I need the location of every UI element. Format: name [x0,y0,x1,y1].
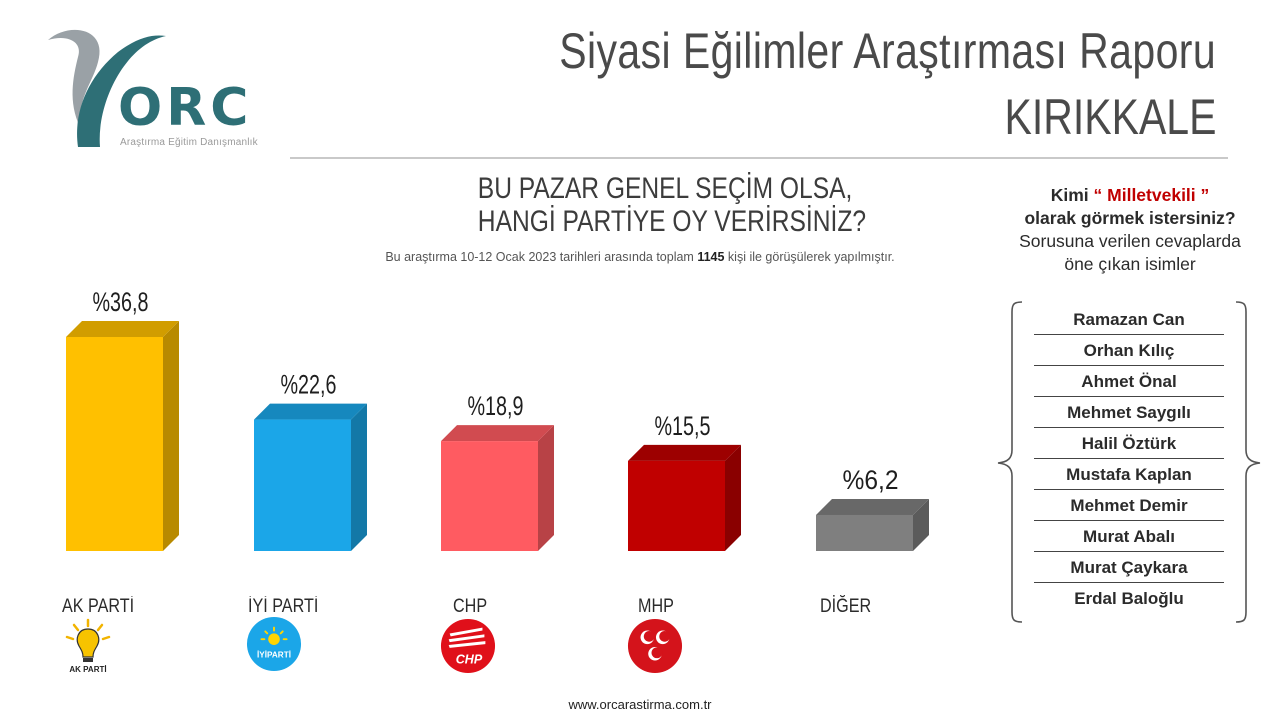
bar-side [163,321,179,551]
value-label-ak-parti: %36,8 [93,287,149,317]
bar-top [628,444,741,461]
bar-front [254,419,351,551]
footer-url[interactable]: www.orcarastirma.com.tr [568,697,712,712]
mp-question-milletvekili: “ Milletvekili ” [1093,185,1210,205]
party-label-diger: DİĞER [820,596,872,617]
bar-iyi-parti [254,403,367,551]
question-line-1: BU PAZAR GENEL SEÇİM OLSA, [477,172,853,205]
mp-names-list: Ramazan Can Orhan Kılıç Ahmet Önal Mehme… [1034,304,1224,614]
bar-top [66,321,179,337]
mp-question-line-3: Sorusuna verilen cevaplarda [1019,231,1241,251]
bar-top [254,403,367,420]
party-vote-chart: %36,8 %22,6 %18,9 %15,5 %6,2 [66,287,929,551]
bar-mhp [628,444,741,551]
value-label-mhp: %15,5 [655,411,711,441]
value-label-chp: %18,9 [468,391,524,421]
bar-ak-parti [66,321,179,551]
mp-name: Murat Çaykara [1034,552,1224,583]
bar-top [816,498,929,515]
orc-logo [48,29,166,147]
question-line-2: HANGİ PARTİYE OY VERİRSİNİZ? [477,205,867,238]
party-label-ak-parti: AK PARTİ [62,596,135,617]
mp-question-line-2: olarak görmek istersiniz? [1024,208,1236,228]
ak-parti-bulb-icon: AK PARTİ [65,618,111,673]
mp-question-line-4: öne çıkan isimler [1064,254,1196,274]
header-divider [290,157,1228,159]
mp-question-kimi: Kimi [1050,185,1089,205]
chp-six-arrows-icon: CHP [440,618,496,674]
bar-front [66,337,163,551]
party-label-iyi-parti: İYİ PARTİ [248,596,319,617]
bar-side [351,403,367,551]
bar-front [816,514,913,551]
bar-chp [441,425,554,551]
note-before: Bu araştırma 10-12 Ocak 2023 tarihleri a… [385,250,698,264]
bar-side [913,498,929,551]
iyi-parti-sun-icon: İYİPARTİ [246,616,302,672]
party-label-mhp: MHP [638,596,674,617]
bar-front [628,460,725,551]
mhp-three-crescents-icon [627,618,683,674]
mp-name: Mustafa Kaplan [1034,459,1224,490]
bar-diger [816,498,929,551]
bar-front [441,441,538,551]
note-count: 1145 [697,250,725,264]
iyi-parti-logo-text: İYİPARTİ [257,650,291,660]
mp-name: Ramazan Can [1034,304,1224,335]
names-brace [997,301,1261,623]
chp-logo-text: CHP [456,652,483,666]
logo-wordmark: ORC [118,78,253,138]
note-after: kişi ile görüşülerek yapılmıştır. [724,250,895,264]
value-label-iyi-parti: %22,6 [281,370,337,400]
survey-question: BU PAZAR GENEL SEÇİM OLSA, HANGİ PARTİYE… [477,172,867,238]
bar-side [538,425,554,551]
mp-name: Orhan Kılıç [1034,335,1224,366]
ak-parti-logo-text: AK PARTİ [69,665,106,673]
mp-question: Kimi “ Milletvekili ” olarak görmek iste… [1000,184,1260,276]
mp-name: Murat Abalı [1034,521,1224,552]
survey-note: Bu araştırma 10-12 Ocak 2023 tarihleri a… [300,250,980,264]
party-label-chp: CHP [453,596,488,617]
bar-side [725,444,741,551]
bar-top [441,425,554,442]
mp-name: Halil Öztürk [1034,428,1224,459]
city-title: KIRIKKALE [1004,89,1216,145]
report-title: Siyasi Eğilimler Araştırması Raporu [559,23,1216,79]
value-label-diger: %6,2 [843,465,899,495]
mp-name: Erdal Baloğlu [1074,589,1184,608]
logo-tagline: Araştırma Eğitim Danışmanlık [120,137,258,148]
mp-name: Ahmet Önal [1034,366,1224,397]
mp-name: Mehmet Saygılı [1034,397,1224,428]
mp-name: Mehmet Demir [1034,490,1224,521]
